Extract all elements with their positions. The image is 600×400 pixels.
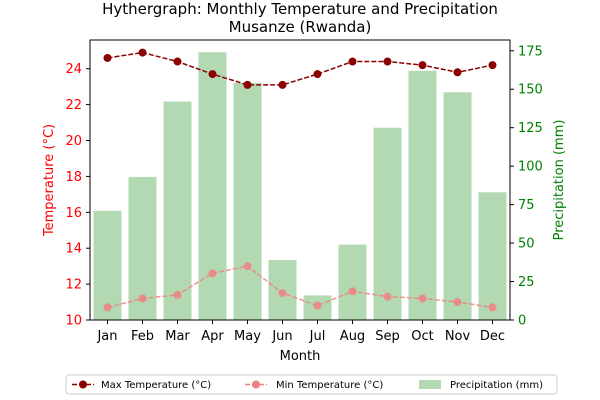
precip-bar: [408, 70, 437, 321]
max-temp-point: [488, 61, 497, 70]
legend: Max Temperature (°C) Min Temperature (°C…: [65, 374, 558, 395]
x-tick-label: Jan: [96, 329, 117, 344]
max-temp-point: [208, 70, 217, 79]
x-tick-label: Jun: [271, 329, 292, 344]
min-temp-point: [243, 262, 252, 271]
right-y-tick-label: 75: [518, 198, 535, 213]
left-y-tick-label: 24: [65, 62, 82, 77]
x-tick-label: Apr: [201, 329, 224, 344]
x-axis-label: Month: [280, 349, 321, 364]
min-temp-point: [278, 289, 287, 298]
right-y-tick-label: 25: [518, 275, 535, 290]
right-y-tick-label: 125: [518, 121, 543, 136]
precip-bars: [93, 52, 507, 321]
legend-max-label: Max Temperature (°C): [101, 380, 211, 391]
max-temp-point: [278, 80, 287, 89]
min-temp-point: [138, 294, 147, 303]
left-y-tick-label: 20: [65, 134, 82, 149]
min-temp-point: [418, 294, 427, 303]
max-temp-point: [418, 61, 427, 70]
x-tick-label: Dec: [480, 329, 505, 344]
right-y-tick-label: 175: [518, 44, 543, 59]
precip-bar: [338, 244, 367, 320]
legend-max-marker: [79, 380, 87, 389]
min-temp-point: [173, 290, 182, 299]
min-temp-line: [107, 265, 493, 309]
precip-bar: [373, 127, 402, 320]
min-temp-point: [488, 303, 497, 312]
plot-frame: [89, 39, 511, 321]
max-temp-point: [103, 53, 112, 62]
x-tick-label: May: [234, 329, 261, 344]
right-y-axis-label: Precipitation (mm): [552, 120, 567, 241]
left-y-tick-label: 16: [65, 206, 82, 221]
precip-bar: [478, 192, 507, 320]
legend-precip-swatch: [419, 380, 441, 389]
left-y-tick-label: 18: [65, 170, 82, 185]
chart-subtitle: Musanze (Rwanda): [229, 18, 372, 36]
max-temp-point: [138, 48, 147, 57]
max-temp-point: [348, 57, 357, 66]
x-tick-label: Feb: [131, 329, 154, 344]
max-temp-point: [453, 68, 462, 77]
left-y-tick-label: 12: [65, 278, 82, 293]
left-y-tick-label: 10: [65, 314, 82, 329]
x-tick-label: Aug: [340, 329, 365, 344]
legend-frame: [65, 374, 558, 395]
precip-bar: [443, 92, 472, 320]
min-temp-point: [453, 298, 462, 307]
max-temp-line: [107, 51, 493, 86]
min-temp-point: [383, 292, 392, 301]
left-y-tick-label: 22: [65, 98, 82, 113]
min-temp-point: [208, 269, 217, 278]
x-tick-label: Sep: [375, 329, 400, 344]
precip-bar: [93, 210, 122, 320]
min-temp-point: [348, 287, 357, 296]
min-temp-point: [313, 301, 322, 310]
max-temp-point: [313, 70, 322, 79]
legend-precip-label: Precipitation (mm): [450, 380, 543, 391]
legend-min-marker: [252, 380, 260, 389]
max-temp-point: [173, 57, 182, 66]
right-y-tick-label: 50: [518, 237, 535, 252]
x-tick-label: Mar: [165, 329, 190, 344]
left-y-axis-label: Temperature (°C): [42, 124, 57, 237]
chart-title: Hythergraph: Monthly Temperature and Pre…: [102, 0, 498, 18]
right-y-tick-label: 0: [518, 314, 526, 329]
precip-bar: [233, 83, 262, 320]
left-y-tick-label: 14: [65, 242, 82, 257]
x-axis: Jan Feb Mar Apr May Jun Jul Aug Sep Oct Nov Dec: [96, 320, 505, 344]
x-tick-label: Oct: [411, 329, 433, 344]
right-y-tick-label: 100: [518, 160, 543, 175]
right-y-axis: 0 25 50 75 100 125 150 175: [510, 44, 543, 329]
precip-bar: [163, 101, 192, 321]
x-tick-label: Nov: [445, 329, 471, 344]
x-tick-label: Jul: [309, 329, 326, 344]
max-temp-point: [383, 57, 392, 66]
legend-min-label: Min Temperature (°C): [276, 380, 383, 391]
max-temp-point: [243, 80, 252, 89]
temperature-lines: [103, 48, 497, 312]
min-temp-point: [103, 303, 112, 312]
right-y-tick-label: 150: [518, 83, 543, 98]
left-y-axis: 10 12 14 16 18 20 22 24: [65, 62, 90, 329]
